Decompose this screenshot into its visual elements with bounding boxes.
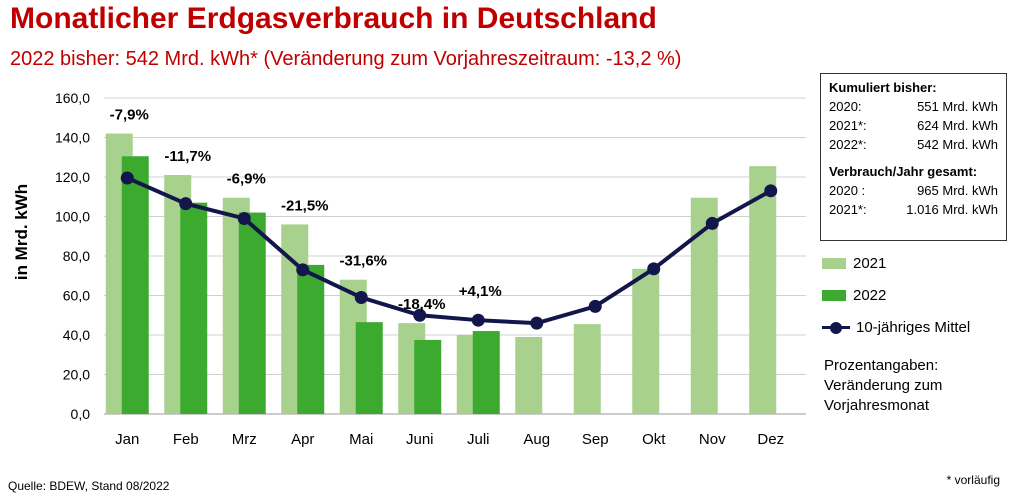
legend-item-2022: 2022 bbox=[822, 287, 886, 304]
x-tick-label: Juni bbox=[406, 431, 434, 448]
percentage-note-line: Vorjahresmonat bbox=[824, 397, 930, 414]
legend-label-2022: 2022 bbox=[853, 287, 887, 304]
info-row-value: 551 Mrd. kWh bbox=[917, 99, 998, 114]
y-tick-label: 60,0 bbox=[63, 288, 90, 304]
x-tick-label: Okt bbox=[642, 431, 666, 448]
bar-2021 bbox=[573, 324, 601, 414]
percentage-note: Prozentangaben: Veränderung zum Vorjahre… bbox=[824, 356, 942, 416]
legend-swatch-2022 bbox=[822, 290, 846, 301]
y-tick-label: 40,0 bbox=[63, 327, 90, 343]
change-label: -31,6% bbox=[339, 253, 387, 270]
x-tick-label: Mai bbox=[349, 431, 373, 448]
info-row-label: 2021*: bbox=[829, 118, 867, 133]
source-note: Quelle: BDEW, Stand 08/2022 bbox=[8, 479, 170, 493]
mittel-point bbox=[647, 262, 661, 276]
gridlines bbox=[104, 97, 806, 415]
info-row: 2022*: 542 Mrd. kWh bbox=[829, 135, 998, 154]
mittel-point bbox=[179, 197, 193, 211]
info-row-label: 2021*: bbox=[829, 202, 867, 217]
info-row: 2020: 551 Mrd. kWh bbox=[829, 97, 998, 116]
bar-2021 bbox=[632, 268, 660, 414]
x-tick-labels: Jan Feb Mrz Apr Mai Juni Juli Aug Sep Okt Nov Dez bbox=[115, 431, 784, 448]
legend-label-2021: 2021 bbox=[853, 255, 887, 272]
info-row-label: 2020 : bbox=[829, 183, 866, 198]
change-label: -11,7% bbox=[164, 148, 211, 165]
y-tick-label: 20,0 bbox=[63, 367, 90, 383]
legend-item-2021: 2021 bbox=[822, 255, 886, 272]
x-tick-label: Jan bbox=[115, 431, 139, 448]
info-row-value: 1.016 Mrd. kWh bbox=[906, 202, 998, 217]
chart-title: Monatlicher Erdgasverbrauch in Deutschla… bbox=[10, 2, 657, 35]
footnote: * vorläufig bbox=[946, 473, 1000, 487]
change-label: -6,9% bbox=[227, 171, 266, 188]
bar-2022 bbox=[238, 212, 266, 414]
mittel-point bbox=[530, 316, 544, 330]
mittel-point bbox=[354, 290, 368, 304]
y-tick-label: 100,0 bbox=[55, 209, 90, 225]
legend-item-mittel: 10-jähriges Mittel bbox=[822, 319, 970, 336]
info-row-value: 965 Mrd. kWh bbox=[917, 183, 998, 198]
x-tick-label: Mrz bbox=[232, 431, 257, 448]
percentage-note-line: Veränderung zum bbox=[824, 377, 943, 394]
bar-2022 bbox=[355, 322, 383, 414]
change-label: -18,4% bbox=[398, 296, 446, 313]
legend-line-marker bbox=[822, 321, 850, 334]
mittel-point bbox=[705, 216, 719, 230]
y-tick-label: 160,0 bbox=[55, 90, 90, 106]
chart-subtitle: 2022 bisher: 542 Mrd. kWh* (Veränderung … bbox=[10, 48, 682, 70]
y-tick-label: 0,0 bbox=[71, 406, 91, 422]
legend-swatch-2021 bbox=[822, 258, 846, 269]
y-tick-label: 80,0 bbox=[63, 248, 90, 264]
bar-2021 bbox=[690, 197, 718, 414]
y-tick-labels: 0,0 20,0 40,0 60,0 80,0 100,0 120,0 140,0 160,0 bbox=[55, 90, 90, 422]
bar-2022 bbox=[180, 202, 208, 414]
bar-2022 bbox=[472, 331, 500, 414]
x-tick-label: Dez bbox=[757, 431, 784, 448]
percentage-note-line: Prozentangaben: bbox=[824, 357, 939, 374]
y-tick-label: 120,0 bbox=[55, 169, 90, 185]
change-label: +4,1% bbox=[459, 283, 502, 300]
mittel-point bbox=[120, 171, 134, 185]
info-header-kumuliert: Kumuliert bisher: bbox=[829, 80, 937, 95]
bar-2022 bbox=[297, 264, 325, 414]
x-tick-label: Juli bbox=[467, 431, 490, 448]
x-tick-label: Aug bbox=[523, 431, 550, 448]
mittel-point bbox=[588, 299, 602, 313]
mittel-point bbox=[471, 313, 485, 327]
x-tick-label: Apr bbox=[291, 431, 314, 448]
mittel-line-path bbox=[126, 176, 772, 326]
change-label: -7,9% bbox=[110, 107, 149, 124]
info-header-gesamt: Verbrauch/Jahr gesamt: bbox=[829, 164, 978, 179]
mittel-point bbox=[413, 308, 427, 322]
y-axis-label: in Mrd. kWh bbox=[12, 184, 31, 280]
info-row: 2021*: 624 Mrd. kWh bbox=[829, 116, 998, 135]
bars bbox=[105, 133, 777, 415]
mittel-point bbox=[764, 184, 778, 198]
info-row: 2021*: 1.016 Mrd. kWh bbox=[829, 200, 998, 219]
info-row-value: 542 Mrd. kWh bbox=[917, 137, 998, 152]
info-box: Kumuliert bisher: 2020: 551 Mrd. kWh 202… bbox=[820, 73, 1007, 241]
x-tick-label: Nov bbox=[699, 431, 726, 448]
info-row-label: 2020: bbox=[829, 99, 862, 114]
y-tick-label: 140,0 bbox=[55, 130, 90, 146]
mittel-line bbox=[120, 171, 778, 330]
info-row-label: 2022*: bbox=[829, 137, 867, 152]
bar-2021 bbox=[749, 166, 777, 414]
bar-2022 bbox=[414, 339, 442, 414]
info-row: 2020 : 965 Mrd. kWh bbox=[829, 181, 998, 200]
mittel-point bbox=[237, 211, 251, 225]
change-labels: -7,9% -11,7% -6,9% -21,5% -31,6% -18,4% +4,1% bbox=[110, 107, 502, 314]
bar-2021 bbox=[515, 336, 543, 414]
x-tick-label: Sep bbox=[582, 431, 609, 448]
mittel-point bbox=[296, 263, 310, 277]
legend-label-mittel: 10-jähriges Mittel bbox=[856, 319, 971, 336]
change-label: -21,5% bbox=[281, 197, 329, 214]
x-tick-label: Feb bbox=[173, 431, 199, 448]
info-row-value: 624 Mrd. kWh bbox=[917, 118, 998, 133]
bar-2022 bbox=[121, 156, 149, 414]
